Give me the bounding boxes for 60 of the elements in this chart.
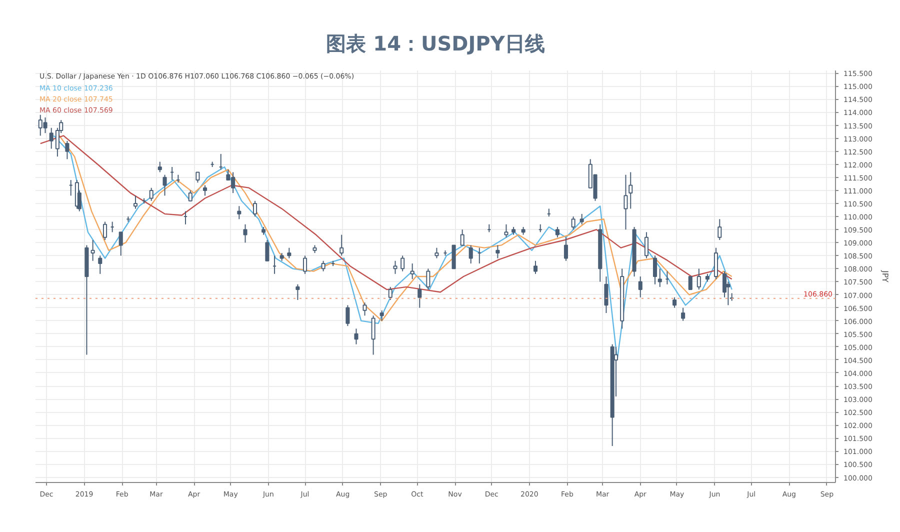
candlestick [580,213,584,225]
candlestick [696,268,701,290]
candlestick [202,184,208,196]
candlestick [162,174,167,196]
candlestick [149,187,154,202]
candlestick [718,218,722,240]
candlestick [468,244,473,264]
candlestick [243,224,248,244]
candlestick [564,236,568,262]
candlestick [644,232,648,259]
y-axis-title: JPY [880,270,890,283]
candlestick [555,226,560,238]
candlestick [452,244,456,270]
chart-title: 图表 14：USDJPY日线 [326,32,545,56]
candlestick [388,286,392,300]
candlestick [658,268,662,288]
candlestick [533,260,538,274]
candlestick [652,255,658,285]
candlestick [98,255,102,274]
candlestick [49,127,54,150]
candlestick [196,172,200,184]
candlestick [571,216,576,230]
candlestick [321,260,326,272]
candlestick [362,302,367,316]
candlestick [265,239,270,262]
candlestick [188,190,192,202]
candlestick [672,296,677,308]
candlestick [102,221,108,240]
candlestick [287,247,292,259]
candlestick [296,284,300,300]
candlestick [638,276,642,298]
candlestick [688,276,692,290]
candlestick [460,229,464,246]
candlestick [133,195,138,210]
candlestick [624,174,628,230]
candlestick [118,232,123,256]
candlestick [418,284,422,308]
candlestick [302,255,308,274]
candlestick [380,310,384,322]
candlestick [496,244,500,259]
candlestick [504,224,508,238]
line-series [40,135,732,293]
candlestick [400,255,405,272]
candlestick [65,140,70,160]
candlestick [681,307,686,322]
candlestick [604,276,608,314]
candlestick [90,239,95,262]
candlestick [252,200,258,218]
candlestick [628,172,633,210]
candlestick [714,247,718,280]
candlestick [346,304,350,327]
candlestick [354,328,358,345]
candlestick [340,234,344,256]
candlestick [434,247,439,259]
candlestick [426,268,430,290]
candlestick [237,206,242,220]
candlestick [393,260,398,274]
candlestick [158,161,162,173]
candlestick [410,262,414,280]
candlestick [371,315,376,356]
